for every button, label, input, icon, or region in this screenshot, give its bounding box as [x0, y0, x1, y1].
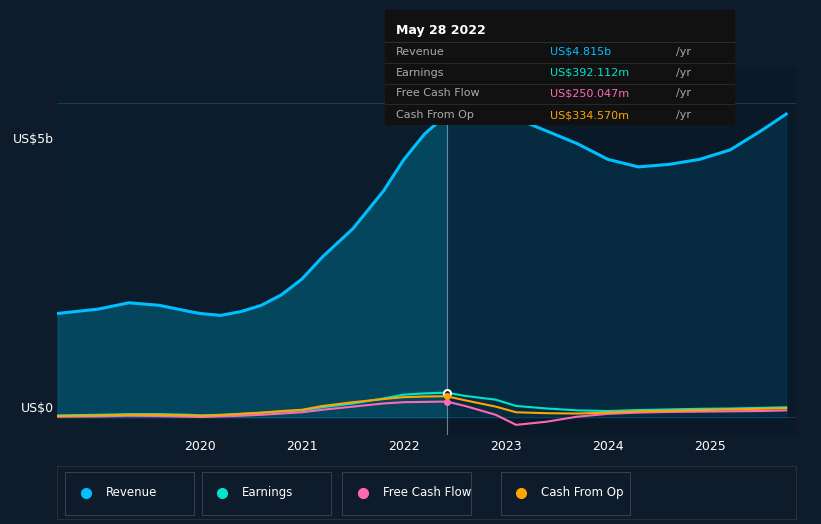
Text: Free Cash Flow: Free Cash Flow [396, 88, 479, 98]
Bar [57, 68, 447, 435]
Text: US$334.570m: US$334.570m [549, 110, 629, 120]
Bar [447, 68, 796, 435]
Text: US$4.815b: US$4.815b [549, 47, 611, 57]
Text: Revenue: Revenue [106, 486, 157, 499]
Text: Earnings: Earnings [396, 68, 444, 78]
Text: /yr: /yr [676, 88, 690, 98]
Text: Earnings: Earnings [242, 486, 294, 499]
Text: Past: Past [419, 40, 443, 52]
Text: US$250.047m: US$250.047m [549, 88, 629, 98]
Text: US$5b: US$5b [13, 133, 54, 146]
Text: Free Cash Flow: Free Cash Flow [383, 486, 471, 499]
Text: Cash From Op: Cash From Op [542, 486, 624, 499]
Text: /yr: /yr [676, 68, 690, 78]
Text: /yr: /yr [676, 47, 690, 57]
Text: US$392.112m: US$392.112m [549, 68, 629, 78]
Text: /yr: /yr [676, 110, 690, 120]
Text: May 28 2022: May 28 2022 [396, 24, 485, 37]
Text: US$0: US$0 [21, 401, 54, 414]
Text: Cash From Op: Cash From Op [396, 110, 474, 120]
Text: Revenue: Revenue [396, 47, 444, 57]
Text: Analysts Forecasts: Analysts Forecasts [451, 40, 561, 52]
